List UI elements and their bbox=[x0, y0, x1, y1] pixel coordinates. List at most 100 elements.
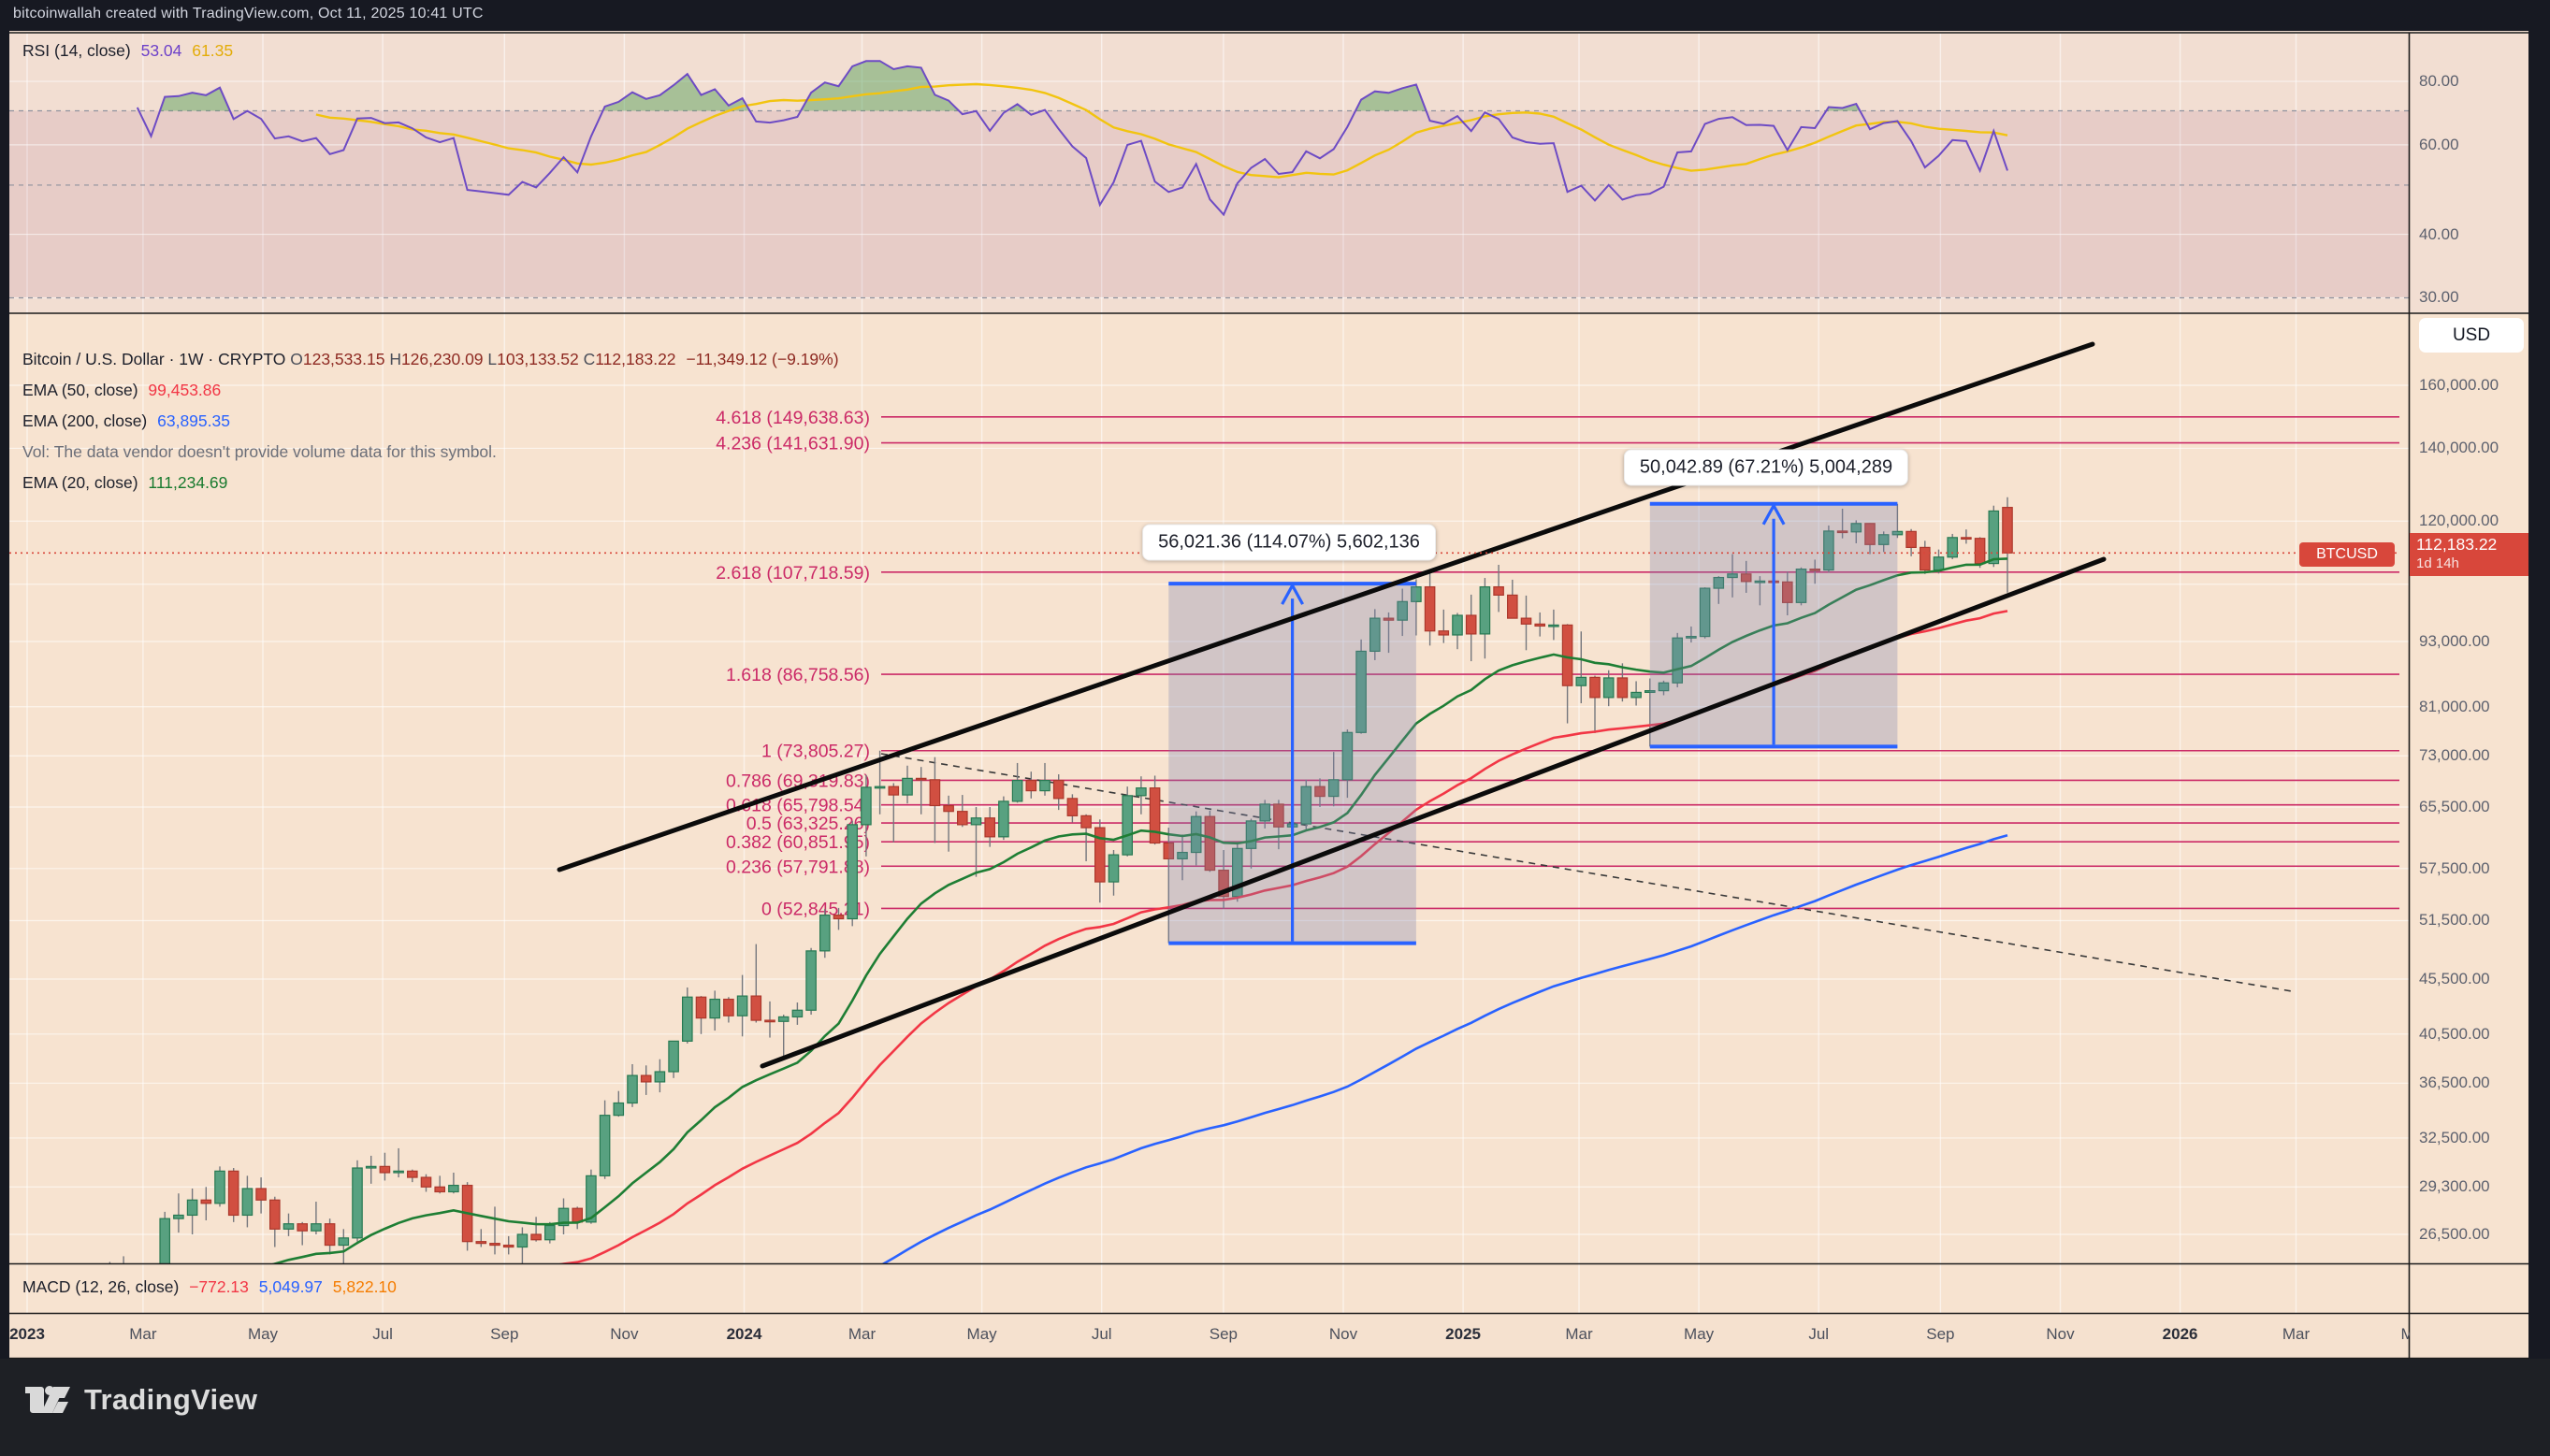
symbol-legend[interactable]: Bitcoin / U.S. Dollar · 1W · CRYPTO O123… bbox=[22, 344, 839, 498]
ema20-legend-label: EMA (20, close) bbox=[22, 473, 138, 492]
time-axis-month-label: Mar bbox=[2282, 1325, 2311, 1343]
time-axis[interactable]: 2023 Mar May Jul Sep Nov 2024 Mar May Jul Sep Nov 20… bbox=[9, 1314, 2410, 1358]
rsi-legend-label: RSI (14, close) bbox=[22, 41, 131, 60]
fib-level-label[interactable]: 4.236 (141,631.90) bbox=[716, 434, 870, 454]
grid-vertical bbox=[26, 34, 2297, 1313]
fib-level-label[interactable]: 4.618 (149,638.63) bbox=[716, 408, 870, 428]
change-value: −11,349.12 (−9.19%) bbox=[686, 350, 839, 368]
macd-legend-label: MACD (12, 26, close) bbox=[22, 1277, 180, 1296]
axis-price-label: 140,000.00 bbox=[2419, 439, 2499, 457]
rsi-plot bbox=[9, 60, 2409, 299]
axis-price-label: 26,500.00 bbox=[2419, 1225, 2490, 1243]
time-axis-year-label: 2024 bbox=[726, 1325, 762, 1343]
attribution-text: bitcoinwallah created with TradingView.c… bbox=[13, 6, 484, 22]
volume-note: Vol: The data vendor doesn't provide vol… bbox=[22, 442, 497, 461]
time-axis-month-label: Nov bbox=[1328, 1325, 1358, 1343]
fib-level-label[interactable]: 0.5 (63,325.26) bbox=[746, 814, 870, 834]
time-axis-year-label: 2023 bbox=[9, 1325, 45, 1343]
axis-price-label: 120,000.00 bbox=[2419, 512, 2499, 530]
ohlc-key: L bbox=[483, 350, 498, 368]
bottom-brand-bar: TradingView bbox=[0, 1359, 2550, 1456]
fib-level-label[interactable]: 1.618 (86,758.56) bbox=[726, 665, 870, 685]
time-axis-month-label: Mar bbox=[129, 1325, 157, 1343]
fib-level-label[interactable]: 0 (52,845.21) bbox=[761, 899, 870, 919]
ema200-legend-label: EMA (200, close) bbox=[22, 411, 148, 430]
axis-price-label: 160,000.00 bbox=[2419, 376, 2499, 394]
axis-price-label: 93,000.00 bbox=[2419, 632, 2490, 650]
axis-price-label: 45,500.00 bbox=[2419, 970, 2490, 988]
axis-price-label: 51,500.00 bbox=[2419, 911, 2490, 930]
time-axis-month-label: May bbox=[966, 1325, 997, 1343]
top-attribution-bar: bitcoinwallah created with TradingView.c… bbox=[0, 0, 2550, 31]
macd-pane-background bbox=[9, 1264, 2528, 1314]
macd-signal-value: 5,822.10 bbox=[332, 1277, 397, 1296]
ema200-value: 63,895.35 bbox=[157, 411, 230, 430]
ohlc-key: H bbox=[384, 350, 401, 368]
rsi-value: 53.04 bbox=[140, 41, 182, 60]
axis-price-label: 32,500.00 bbox=[2419, 1128, 2490, 1146]
measure-callout[interactable]: 50,042.89 (67.21%) 5,004,289 bbox=[1623, 449, 1909, 486]
axis-price-label: 29,300.00 bbox=[2419, 1177, 2490, 1196]
axis-price-label: 40.00 bbox=[2419, 224, 2459, 243]
bar-countdown: 1d 14h bbox=[2416, 555, 2459, 571]
time-axis-month-label: Nov bbox=[610, 1325, 639, 1343]
ema20-value: 111,234.69 bbox=[148, 473, 228, 492]
axis-price-label: 80.00 bbox=[2419, 72, 2459, 90]
dashed-trendline[interactable] bbox=[880, 753, 2293, 992]
time-axis-month-label: Jul bbox=[1808, 1325, 1830, 1343]
main-pane-background bbox=[9, 313, 2528, 1264]
time-axis-month-label: May bbox=[2400, 1325, 2410, 1343]
time-axis-month-label: Mar bbox=[1565, 1325, 1593, 1343]
axis-price-label: 36,500.00 bbox=[2419, 1074, 2490, 1092]
ohlc-key: C bbox=[578, 350, 596, 368]
tradingview-logo[interactable]: TradingView bbox=[24, 1381, 257, 1419]
symbol-title: Bitcoin / U.S. Dollar · 1W · CRYPTO bbox=[22, 350, 286, 368]
ohlc-value: 112,183.22 bbox=[595, 350, 676, 368]
ema50-value: 99,453.86 bbox=[148, 381, 222, 399]
last-price-badge: 112,183.22 1d 14h bbox=[2410, 533, 2528, 576]
currency-button[interactable]: USD bbox=[2419, 318, 2524, 353]
time-axis-year-label: 2025 bbox=[1445, 1325, 1482, 1343]
price-line-symbol-chip: BTCUSD bbox=[2299, 542, 2395, 567]
ohlc-value: 103,133.52 bbox=[497, 350, 579, 368]
ohlc-value: 126,230.09 bbox=[400, 350, 484, 368]
axis-price-label: 65,500.00 bbox=[2419, 798, 2490, 816]
time-axis-month-label: Nov bbox=[2046, 1325, 2075, 1343]
axis-price-label: 73,000.00 bbox=[2419, 746, 2490, 765]
rsi-legend[interactable]: RSI (14, close) 53.04 61.35 bbox=[22, 41, 233, 61]
ohlc-key: O bbox=[290, 350, 303, 368]
tradingview-logo-icon bbox=[25, 1386, 70, 1413]
rsi-ma-value: 61.35 bbox=[192, 41, 234, 60]
macd-hist-value: −772.13 bbox=[189, 1277, 249, 1296]
trendline[interactable] bbox=[557, 341, 2095, 872]
time-axis-month-label: May bbox=[1684, 1325, 1715, 1343]
time-axis-month-label: Jul bbox=[372, 1325, 393, 1343]
trendline[interactable] bbox=[760, 556, 2107, 1069]
axis-price-label: 30.00 bbox=[2419, 288, 2459, 307]
tradingview-logo-text: TradingView bbox=[84, 1383, 258, 1416]
fib-level-label[interactable]: 0.382 (60,851.95) bbox=[726, 832, 870, 853]
ema50-legend-label: EMA (50, close) bbox=[22, 381, 138, 399]
rsi-pane-background bbox=[9, 31, 2528, 313]
time-axis-year-label: 2026 bbox=[2162, 1325, 2198, 1343]
fib-level-label[interactable]: 1 (73,805.27) bbox=[761, 742, 870, 762]
time-axis-month-label: May bbox=[247, 1325, 279, 1343]
time-axis-month-label: Sep bbox=[490, 1325, 519, 1343]
macd-legend[interactable]: MACD (12, 26, close) −772.13 5,049.97 5,… bbox=[22, 1277, 397, 1297]
last-price-value: 112,183.22 bbox=[2416, 535, 2498, 554]
fib-level-label[interactable]: 2.618 (107,718.59) bbox=[716, 563, 870, 584]
main-plot: 4.618 (149,638.63) 4.236 (141,631.90) 2.61… bbox=[9, 384, 2409, 1235]
time-axis-background bbox=[9, 1314, 2528, 1359]
measure-boxes[interactable] bbox=[1168, 501, 1898, 945]
axis-price-label: 40,500.00 bbox=[2419, 1024, 2490, 1043]
ohlc-value: 123,533.15 bbox=[302, 350, 385, 368]
measure-callout[interactable]: 56,021.36 (114.07%) 5,602,136 bbox=[1142, 524, 1436, 561]
time-axis-month-label: Sep bbox=[1926, 1325, 1955, 1343]
axis-price-label: 81,000.00 bbox=[2419, 697, 2490, 715]
axis-price-label: 57,500.00 bbox=[2419, 858, 2490, 877]
macd-line-value: 5,049.97 bbox=[258, 1277, 323, 1296]
fib-level-label[interactable]: 0.236 (57,791.88) bbox=[726, 857, 870, 877]
time-axis-month-label: Jul bbox=[1091, 1325, 1112, 1343]
